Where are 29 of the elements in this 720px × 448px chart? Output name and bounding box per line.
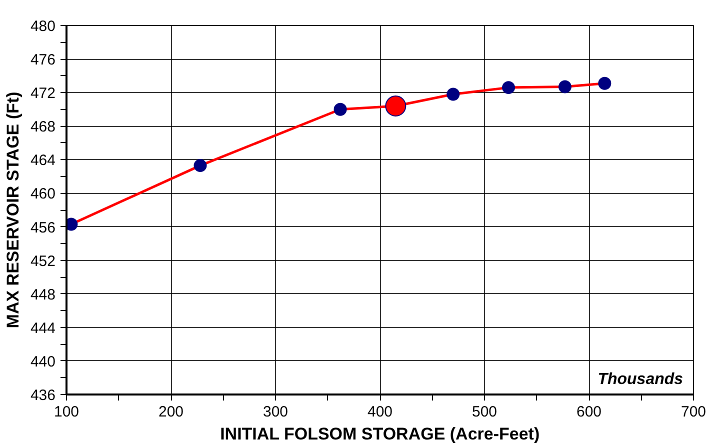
annotation: Thousands: [598, 370, 684, 388]
point: [446, 88, 460, 101]
y-axis-title: MAX RESERVOIR STAGE (Ft): [3, 92, 22, 328]
point: [385, 96, 406, 116]
point: [598, 76, 612, 90]
point: [334, 102, 347, 116]
y-tick-label: 436: [30, 387, 56, 404]
point: [502, 81, 516, 94]
x-tick-label: 400: [367, 404, 393, 420]
y-tick-label: 460: [30, 186, 56, 203]
y-tick-label: 468: [30, 118, 56, 136]
point: [558, 80, 572, 94]
y-tick-label: 480: [30, 18, 56, 35]
point: [194, 159, 207, 172]
y-tick-label: 448: [30, 286, 56, 304]
y-tick-label: 456: [30, 219, 56, 236]
x-tick-label: 300: [262, 404, 288, 420]
y-tick-label: 452: [30, 252, 56, 270]
y-tick-label: 440: [30, 353, 56, 370]
y-tick-label: 464: [30, 152, 56, 170]
x-tick-label: 200: [158, 404, 184, 420]
y-tick-label: 472: [30, 85, 56, 102]
x-tick-label: 700: [680, 404, 706, 420]
y-tick-label: 476: [30, 52, 56, 69]
x-axis-title: INITIAL FOLSOM STORAGE (Acre-Feet): [220, 424, 540, 444]
x-tick-label: 600: [576, 404, 602, 420]
x-tick-label: 500: [472, 404, 498, 420]
x-tick-label: 100: [54, 404, 80, 420]
y-tick-label: 444: [30, 320, 56, 337]
